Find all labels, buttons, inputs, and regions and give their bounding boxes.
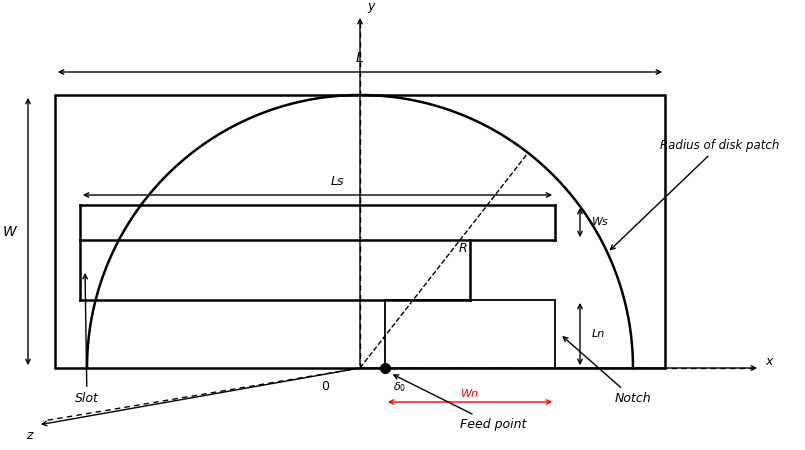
Text: W: W [3,225,17,239]
Text: Wn: Wn [461,389,479,399]
Text: Slot: Slot [75,274,99,405]
Text: Ln: Ln [592,329,605,339]
Bar [55,95,665,368]
Text: Ws: Ws [592,217,609,228]
Text: z: z [26,429,32,442]
Text: y: y [367,0,374,13]
Text: Radius of disk patch: Radius of disk patch [610,139,779,250]
Text: Notch: Notch [564,337,651,405]
Text: Feed point: Feed point [394,375,526,431]
Text: L: L [356,51,364,65]
Text: 0: 0 [321,380,329,393]
Text: R: R [459,243,468,256]
Text: Ls: Ls [331,175,345,188]
Text: x: x [765,355,772,368]
Text: $\delta_0$: $\delta_0$ [393,380,407,394]
